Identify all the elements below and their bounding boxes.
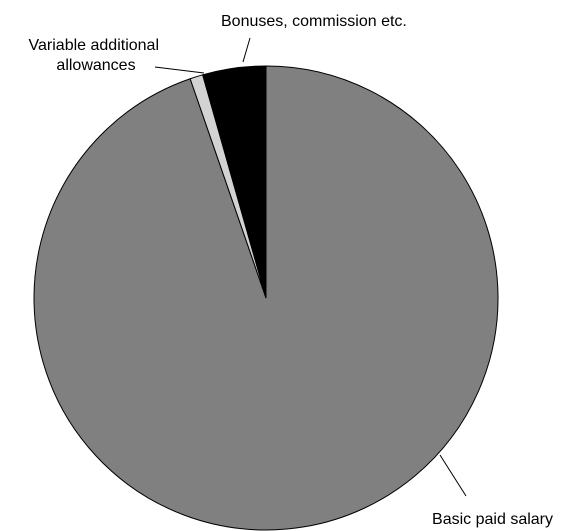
- leader-line-bonuses-commission: [242, 37, 251, 63]
- slice-label-basic-paid-salary-line-1: Basic paid salary: [432, 511, 553, 528]
- slice-labels: Basic paid salary Variable additional al…: [29, 13, 553, 528]
- pie-slice-bonuses-commission-etc: [202, 65, 267, 299]
- label-leader-lines: [154, 37, 467, 497]
- slice-label-variable-additional-allowances-line-2: allowances: [56, 57, 135, 74]
- slice-label-basic-paid-salary: Basic paid salary: [432, 511, 553, 528]
- pie-slices: [33, 65, 499, 531]
- slice-label-variable-additional-allowances: Variable additional allowances: [29, 37, 164, 74]
- slice-label-bonuses-commission-line-1: Bonuses, commission etc.: [221, 13, 407, 30]
- leader-line-variable-additional-allowances: [154, 66, 205, 74]
- slice-label-variable-additional-allowances-line-1: Variable additional: [29, 37, 159, 54]
- leader-line-basic-paid-salary: [439, 454, 467, 497]
- slice-label-bonuses-commission: Bonuses, commission etc.: [221, 13, 407, 30]
